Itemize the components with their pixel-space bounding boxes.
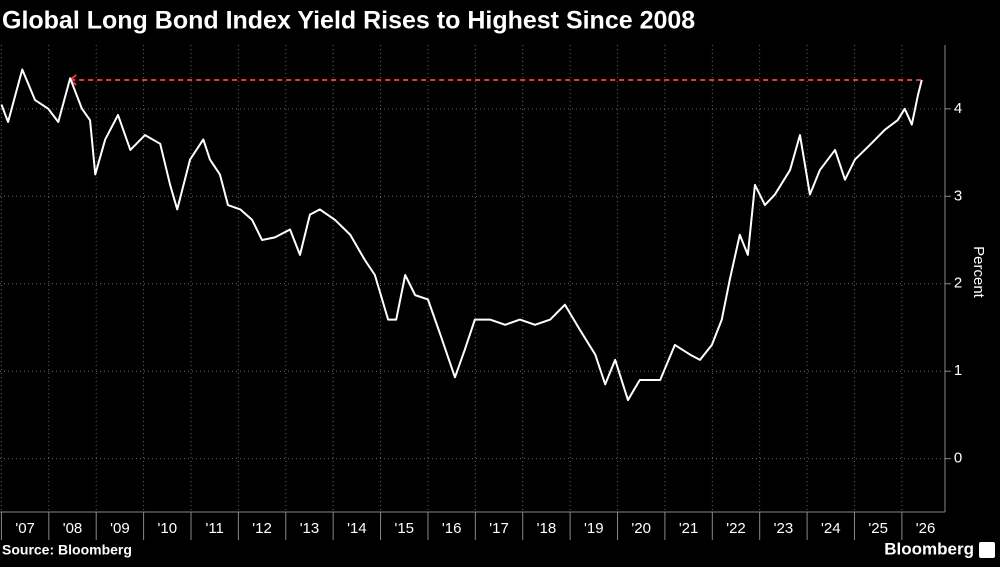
- y-tick-label: 0: [954, 450, 962, 467]
- brand-logo: Bloomberg: [884, 539, 974, 558]
- y-tick-label: 3: [954, 187, 962, 204]
- data-line: [0, 68, 923, 402]
- x-tick-label: '13: [300, 520, 320, 537]
- x-tick-label: '15: [394, 520, 414, 537]
- y-axis-label: Percent: [970, 246, 987, 299]
- x-tick-label: '18: [537, 520, 557, 537]
- y-tick-label: 1: [954, 362, 962, 379]
- x-tick-label: '25: [868, 520, 888, 537]
- x-tick-label: '17: [489, 520, 509, 537]
- x-tick-label: '10: [158, 520, 178, 537]
- chart-title: Global Long Bond Index Yield Rises to Hi…: [2, 7, 695, 35]
- x-tick-label: '19: [584, 520, 604, 537]
- x-tick-label: '24: [821, 520, 841, 537]
- x-tick-label: '11: [205, 520, 223, 537]
- x-tick-label: '21: [679, 520, 699, 537]
- x-tick-label: '20: [631, 520, 651, 537]
- x-tick-label: '23: [774, 520, 794, 537]
- y-tick-label: 2: [954, 275, 962, 292]
- y-tick-label: 4: [954, 100, 962, 117]
- x-tick-label: '14: [347, 520, 367, 537]
- x-tick-label: '12: [252, 520, 272, 537]
- source: Source: Bloomberg: [2, 542, 132, 558]
- x-tick-label: '22: [726, 520, 746, 537]
- plot-area: 0 1 2 3 4 '07 '08 '09 '10 '11 '12 '13 '14 '15 '16 '17 '1…: [0, 45, 962, 540]
- x-tick-label: '09: [110, 520, 130, 537]
- x-tick-label: '16: [442, 520, 462, 537]
- brand-icon: [979, 542, 995, 558]
- x-tick-label: '26: [916, 520, 936, 537]
- x-tick-label: '08: [63, 520, 83, 537]
- x-tick-label: '07: [15, 520, 35, 537]
